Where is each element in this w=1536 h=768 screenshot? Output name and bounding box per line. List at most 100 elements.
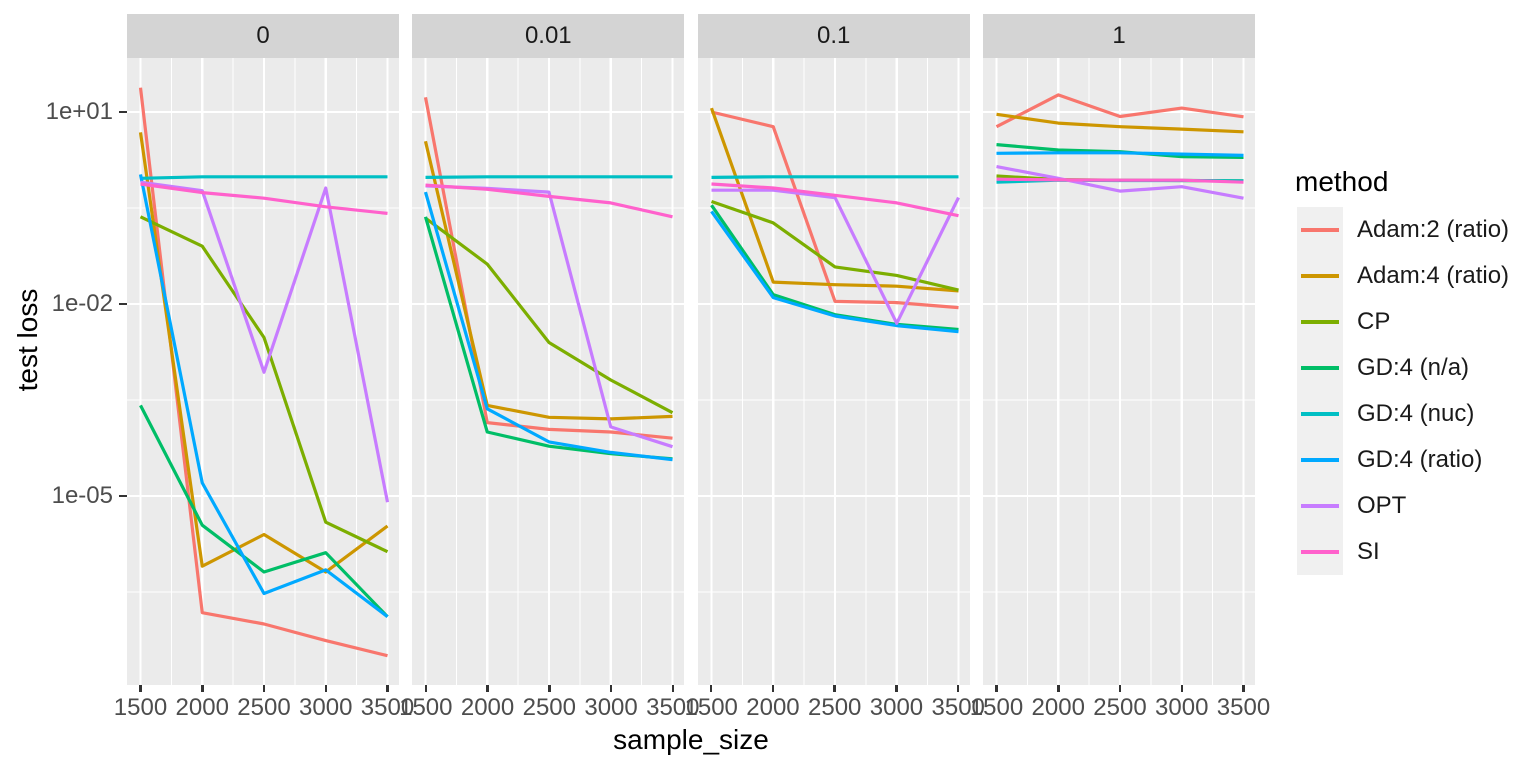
legend-key-line: [1301, 320, 1339, 324]
x-tick-mark: [1180, 685, 1183, 692]
facet-strip: 0.01: [412, 14, 685, 58]
legend-key-line: [1301, 412, 1339, 416]
legend-key: [1297, 299, 1343, 345]
line-gd-4-nuc: [711, 175, 959, 179]
x-tick-mark: [201, 685, 204, 692]
x-tick-mark: [895, 685, 898, 692]
x-tick-label: 2500: [237, 694, 291, 721]
line-cp: [424, 216, 674, 415]
x-tick-mark: [486, 685, 489, 692]
line-cp: [139, 215, 389, 554]
line-si: [140, 182, 388, 215]
x-tick-label: 3500: [360, 694, 415, 721]
x-tick-mark: [1118, 685, 1122, 692]
line-adam-4-ratio: [424, 140, 673, 421]
line-gd-4-nuc: [140, 175, 388, 180]
x-tick-mark: [1242, 685, 1245, 692]
x-tick-label: 2500: [1093, 694, 1147, 721]
legend-key: [1297, 253, 1343, 299]
x-tick-label: 1500: [969, 694, 1024, 721]
x-tick-mark: [1057, 685, 1060, 692]
line-adam-2-ratio: [710, 110, 959, 310]
x-tick-mark: [139, 685, 142, 692]
legend-item-label: CP: [1357, 308, 1391, 335]
legend-key: [1297, 437, 1343, 483]
x-tick-mark: [386, 685, 389, 692]
x-tick-label: 3000: [299, 694, 353, 721]
x-tick-label: 1500: [684, 694, 738, 721]
facet-strip-label: 0.1: [817, 22, 851, 49]
line-opt: [996, 165, 1244, 200]
line-opt: [711, 188, 960, 325]
line-si: [711, 182, 959, 218]
legend-item-label: Adam:4 (ratio): [1357, 262, 1510, 289]
y-tick-label: 1e+01: [45, 98, 113, 125]
line-gd-4-ratio: [996, 151, 1244, 157]
facet-strip: 0.1: [697, 14, 970, 58]
x-tick-mark: [324, 685, 327, 692]
line-adam-4-ratio: [138, 132, 389, 574]
x-tick-label: 3000: [1155, 694, 1209, 721]
legend-key: [1297, 207, 1343, 253]
facet-strip-label: 1: [1112, 22, 1126, 49]
legend-key: [1297, 529, 1343, 575]
x-tick-label: 3000: [584, 694, 638, 721]
legend-item-label: OPT: [1357, 492, 1407, 519]
x-axis-title: sample_size: [613, 724, 769, 755]
line-adam-2-ratio: [138, 87, 388, 658]
x-tick-label: 2000: [460, 694, 515, 721]
line-gd-4-ratio: [709, 210, 959, 334]
line-gd-4-nuc: [425, 175, 673, 179]
x-tick-mark: [671, 685, 675, 692]
line-gd-4-ratio: [138, 174, 389, 618]
facet-strip: 0: [127, 14, 399, 58]
y-tick-mark: [119, 110, 127, 114]
legend-key-line: [1301, 504, 1339, 508]
x-tick-label: 2000: [175, 694, 229, 721]
line-si: [996, 177, 1244, 184]
legend-item-label: GD:4 (ratio): [1357, 446, 1483, 473]
x-tick-mark: [771, 685, 775, 692]
x-tick-label: 3500: [931, 694, 985, 721]
legend-key: [1297, 391, 1343, 437]
legend-key-line: [1301, 274, 1339, 278]
facet-strip-label: 0: [256, 22, 270, 49]
x-tick-label: 2500: [522, 694, 576, 721]
x-tick-mark: [262, 685, 266, 692]
x-tick-mark: [956, 685, 960, 692]
x-tick-label: 3500: [646, 694, 700, 721]
legend-title: method: [1295, 166, 1389, 197]
panel-plot-area: [983, 58, 1255, 685]
legend-key-line: [1301, 550, 1339, 554]
line-gd-4-ratio: [424, 191, 673, 462]
line-opt: [140, 180, 390, 503]
facet-strip: 1: [983, 14, 1255, 58]
x-tick-mark: [709, 685, 713, 692]
panel-plot-area: [412, 58, 685, 685]
line-adam-2-ratio: [995, 93, 1244, 129]
line-adam-4-ratio: [709, 107, 959, 293]
legend-key: [1297, 345, 1343, 391]
x-tick-mark: [609, 685, 613, 692]
legend-item-label: GD:4 (n/a): [1357, 354, 1470, 381]
x-tick-mark: [548, 685, 551, 692]
x-tick-label: 3500: [1216, 694, 1271, 721]
legend-key: [1297, 483, 1343, 529]
x-tick-label: 2000: [746, 694, 800, 721]
legend-item-label: SI: [1357, 538, 1380, 565]
legend-key-line: [1301, 366, 1339, 370]
y-tick-label: 1e-02: [51, 290, 113, 317]
legend-key-line: [1301, 228, 1339, 232]
legend-item-label: GD:4 (nuc): [1357, 400, 1475, 427]
x-tick-label: 2000: [1031, 694, 1085, 721]
panel-plot-area: [127, 58, 399, 685]
line-gd-4-n-a: [139, 404, 389, 618]
line-adam-4-ratio: [996, 112, 1244, 134]
line-si: [425, 183, 674, 219]
legend-key-line: [1301, 458, 1339, 462]
x-tick-label: 1500: [113, 694, 168, 721]
x-tick-label: 2500: [807, 694, 862, 721]
x-tick-mark: [833, 685, 836, 692]
y-tick-mark: [119, 494, 127, 498]
